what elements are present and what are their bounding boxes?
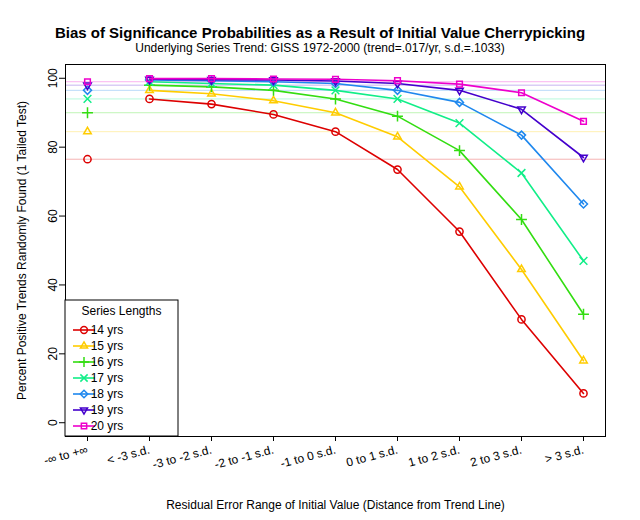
svg-text:2 to 3 s.d.: 2 to 3 s.d. [469,442,524,469]
html-text:Underlying Series Trend: GISS: Underlying Series Trend: GISS 1972-2000 … [135,41,505,55]
svg-text:100: 100 [46,68,60,88]
svg-text:40: 40 [46,278,60,292]
svg-text:19 yrs: 19 yrs [91,403,124,417]
html-text:Bias of Significance Probabili: Bias of Significance Probabilities as a … [54,24,586,41]
svg-text:17 yrs: 17 yrs [91,371,124,385]
svg-text:0 to 1 s.d.: 0 to 1 s.d. [345,442,400,469]
svg-text:1 to 2 s.d.: 1 to 2 s.d. [407,442,462,469]
svg-text:60: 60 [46,209,60,223]
svg-text:-∞ to +∞: -∞ to +∞ [42,442,89,467]
svg-text:14 yrs: 14 yrs [91,323,124,337]
svg-text:Series Lengths: Series Lengths [81,304,161,318]
svg-text:20 yrs: 20 yrs [91,419,124,433]
svg-text:Residual Error Range of Initia: Residual Error Range of Initial Value (D… [166,498,505,512]
svg-text:-3 to -2 s.d.: -3 to -2 s.d. [151,442,213,471]
svg-text:18 yrs: 18 yrs [91,387,124,401]
svg-text:-2 to -1 s.d.: -2 to -1 s.d. [213,442,275,471]
svg-text:80: 80 [46,140,60,154]
svg-text:16 yrs: 16 yrs [91,355,124,369]
svg-text:15 yrs: 15 yrs [91,339,124,353]
svg-text:Percent Positive Trends Random: Percent Positive Trends Randomly Found (… [15,101,29,400]
svg-text:20: 20 [46,347,60,361]
svg-text:-1 to 0 s.d.: -1 to 0 s.d. [279,442,337,470]
svg-text:< -3 s.d.: < -3 s.d. [105,442,151,467]
svg-text:0: 0 [46,419,60,426]
svg-text:> 3 s.d.: > 3 s.d. [543,442,585,466]
